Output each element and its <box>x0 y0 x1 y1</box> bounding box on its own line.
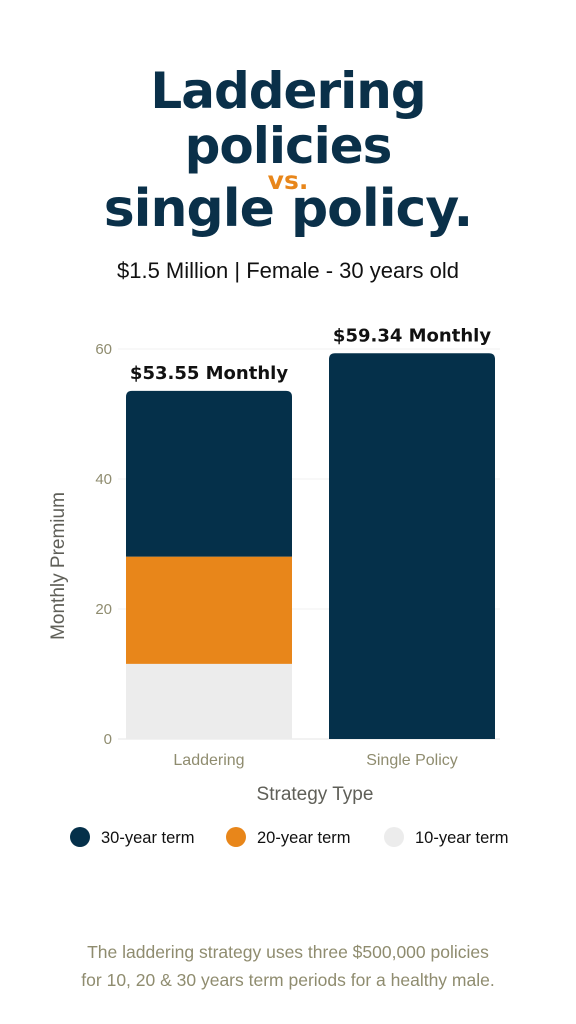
x-tick-label: Laddering <box>173 752 244 769</box>
bar-data-label: $59.34 Monthly <box>333 325 491 346</box>
y-tick-label: 40 <box>95 471 112 488</box>
x-tick-label: Single Policy <box>366 752 458 769</box>
title-line-2: policies <box>184 117 393 175</box>
bar-segment-30-year-term <box>329 353 495 739</box>
bar-segment-20-year-term <box>126 556 292 664</box>
x-axis-title: Strategy Type <box>257 784 374 805</box>
legend-swatch <box>226 827 246 847</box>
title-line-3: single policy. <box>103 179 474 239</box>
legend-swatch <box>384 827 404 847</box>
footnote-line-2: for 10, 20 & 30 years term periods for a… <box>81 970 495 990</box>
y-axis-title: Monthly Premium <box>48 492 69 640</box>
bar-segment-10-year-term <box>126 663 292 739</box>
chart-subtitle: $1.5 Million | Female - 30 years old <box>117 258 459 283</box>
footnote: The laddering strategy uses three $500,0… <box>0 938 576 994</box>
title-vs: vs. <box>267 166 309 195</box>
y-tick-label: 0 <box>104 731 112 748</box>
stacked-bar-chart: 0 20 40 60 $53.55 Monthly Laddering $59.34 Mon… <box>48 325 509 847</box>
y-tick-label: 20 <box>95 601 112 618</box>
legend-label: 30-year term <box>101 829 195 847</box>
legend-label: 10-year term <box>415 829 509 847</box>
y-tick-label: 60 <box>95 341 112 358</box>
footnote-line-1: The laddering strategy uses three $500,0… <box>87 942 489 962</box>
legend-swatch <box>70 827 90 847</box>
bar-segment-30-year-term <box>126 390 292 557</box>
bar-data-label: $53.55 Monthly <box>130 363 288 384</box>
legend-label: 20-year term <box>257 829 351 847</box>
title-line-1: Laddering <box>150 62 426 120</box>
